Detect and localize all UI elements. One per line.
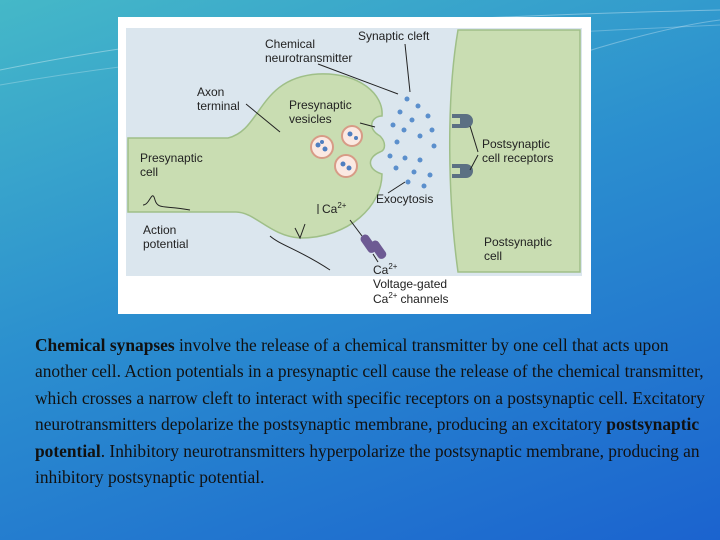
label: vesicles xyxy=(289,112,332,126)
label-sup: 2+ xyxy=(337,201,346,210)
label-sup: 2+ xyxy=(388,291,397,300)
label-text: Ca xyxy=(373,263,389,277)
label: Postsynaptic xyxy=(484,235,552,249)
text-run: involve the release of a chemical transm… xyxy=(35,335,705,435)
label-sup: 2+ xyxy=(388,262,397,271)
receptor xyxy=(452,164,473,178)
presynaptic-cell xyxy=(127,73,386,239)
postsynaptic-cell xyxy=(449,29,581,273)
label: neurotransmitter xyxy=(265,51,352,65)
label: cell receptors xyxy=(482,151,553,165)
label: Ca2+ channels xyxy=(373,291,449,306)
text-run: . Inhibitory neurotransmitters hyperpola… xyxy=(35,440,700,488)
text-run: Chemical synapses xyxy=(35,335,175,355)
label: Voltage-gated xyxy=(373,277,447,291)
label: Synaptic cleft xyxy=(358,29,430,43)
calcium-channel xyxy=(360,234,387,259)
label-text: Ca xyxy=(373,292,389,306)
label: Postsynaptic xyxy=(482,137,550,151)
label: terminal xyxy=(197,99,240,113)
label: Chemical xyxy=(265,37,315,51)
label: cell xyxy=(140,165,158,179)
neurotransmitters xyxy=(387,96,437,189)
label: Ca2+ xyxy=(322,201,347,216)
label-text: Ca xyxy=(322,202,338,216)
label: Axon xyxy=(197,85,224,99)
label: potential xyxy=(143,237,188,251)
label: cell xyxy=(484,249,502,263)
label: Action xyxy=(143,223,176,237)
label: Presynaptic xyxy=(140,151,203,165)
label-text: channels xyxy=(400,292,448,306)
label: Exocytosis xyxy=(376,192,433,206)
text-run: postsynaptic potential xyxy=(35,414,700,461)
caption-paragraph: Chemical synapses involve the release of… xyxy=(35,332,715,490)
label: Ca2+ xyxy=(373,262,398,277)
leader-lines xyxy=(142,43,479,271)
receptor xyxy=(452,114,473,128)
label: Presynaptic xyxy=(289,98,352,112)
vesicles xyxy=(310,125,363,178)
